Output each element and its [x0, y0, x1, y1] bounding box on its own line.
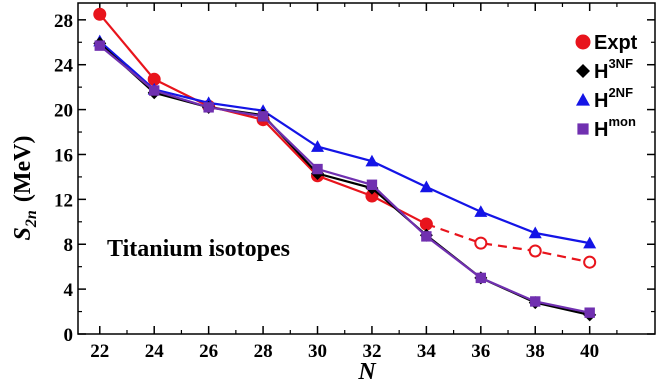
- marker-triangle: [365, 154, 379, 167]
- marker-circle: [93, 7, 107, 21]
- y-axis-title: S2n (MeV): [10, 136, 40, 241]
- y-tick-label: 12: [54, 190, 73, 211]
- legend-item: H2NF: [576, 85, 633, 112]
- y-tick-label: 24: [54, 56, 74, 77]
- x-tick-label: 32: [362, 341, 381, 362]
- plot-frame: [77, 2, 656, 335]
- x-tick-label: 38: [526, 341, 545, 362]
- x-tick-label: 28: [254, 341, 273, 362]
- series-line: [99, 44, 590, 314]
- series-h-2nf: [93, 34, 597, 249]
- marker-square: [584, 307, 595, 318]
- series-line: [99, 42, 590, 316]
- x-axis-title: N: [357, 359, 377, 381]
- marker-triangle: [583, 236, 597, 249]
- marker-square: [203, 102, 214, 113]
- legend-label: H3NF: [594, 56, 633, 83]
- x-tick-label: 34: [417, 341, 437, 362]
- marker-triangle: [474, 205, 488, 217]
- marker-square: [577, 123, 589, 135]
- y-tick-label: 16: [54, 145, 73, 166]
- legend-label: H2NF: [594, 85, 633, 112]
- legend-item: Expt: [575, 32, 638, 54]
- series-line: [99, 40, 590, 245]
- x-tick-label: 40: [580, 341, 599, 362]
- series-line: [426, 223, 590, 264]
- y-tick-label: 20: [54, 101, 73, 122]
- legend-label: Expt: [594, 32, 638, 54]
- y-tick-label: 8: [64, 235, 74, 256]
- y-tick-label: 28: [54, 11, 73, 32]
- y-axis-title-sub: 2n: [23, 210, 40, 228]
- annotation-text: Titanium isotopes: [107, 236, 290, 262]
- y-axis-title-main: S: [10, 227, 36, 240]
- x-tick-label: 30: [308, 341, 327, 362]
- axis-ticks: 22 24 26 28 30 32 34 36 38 40 0 4 8 12 16 20 24 28: [54, 3, 655, 362]
- x-tick-label: 22: [90, 341, 109, 362]
- y-tick-label: 0: [64, 325, 74, 346]
- series-layer: [93, 7, 597, 322]
- marker-square: [366, 179, 378, 190]
- legend-item: H3NF: [576, 56, 633, 83]
- marker-open-circle: [583, 255, 597, 269]
- marker-square: [475, 272, 487, 284]
- marker-square: [530, 296, 541, 307]
- marker-circle: [575, 34, 591, 50]
- marker-triangle: [311, 140, 325, 152]
- series-h-mon: [94, 40, 595, 318]
- y-axis-title-unit: (MeV): [10, 136, 36, 203]
- legend-label: Hmon: [594, 114, 636, 141]
- y-tick-label: 4: [64, 280, 74, 301]
- marker-square: [421, 231, 432, 242]
- marker-triangle: [419, 180, 433, 193]
- series-h-3nf: [93, 36, 597, 322]
- x-tick-label: 26: [199, 341, 218, 362]
- series-expt-extrapolated: [426, 223, 597, 269]
- marker-square: [149, 85, 160, 96]
- x-tick-label: 24: [145, 341, 165, 362]
- x-tick-label: 36: [471, 341, 490, 362]
- svg-text:S2n(MeV): S2n (MeV): [10, 136, 40, 241]
- marker-triangle: [576, 93, 590, 106]
- marker-square: [257, 111, 269, 122]
- marker-square: [312, 163, 323, 175]
- marker-triangle: [528, 226, 542, 239]
- marker-square: [94, 40, 105, 51]
- marker-diamond: [576, 64, 590, 78]
- marker-open-circle: [528, 244, 542, 258]
- marker-open-circle: [474, 236, 488, 250]
- legend-item: Hmon: [577, 114, 636, 141]
